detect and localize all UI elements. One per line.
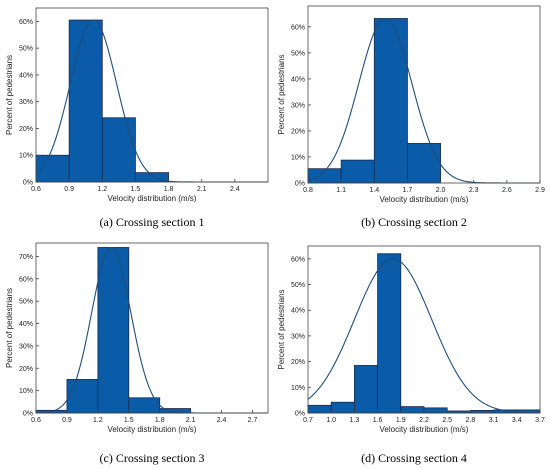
x-tick-label-d-4: 1.9 bbox=[396, 417, 406, 424]
x-tick-label-b-2: 1.4 bbox=[369, 187, 379, 194]
x-tick-label-c-5: 2.1 bbox=[186, 417, 196, 424]
x-tick-label-b-5: 2.3 bbox=[469, 187, 479, 194]
y-tick-label-c-2: 20% bbox=[19, 366, 33, 373]
bar-b-2 bbox=[373, 18, 408, 184]
y-tick-label-b-3: 30% bbox=[291, 102, 305, 109]
y-tick-label-c-1: 10% bbox=[19, 388, 33, 395]
y-tick-label-a-0: 0% bbox=[23, 180, 33, 187]
x-tick-label-a-3: 1.5 bbox=[131, 186, 141, 193]
x-tick-label-b-7: 2.9 bbox=[535, 187, 545, 194]
bar-d-1 bbox=[330, 401, 355, 414]
bar-a-1 bbox=[68, 19, 103, 183]
x-axis-label-d: Velocity distribution (m/s) bbox=[380, 425, 469, 434]
x-tick-label-c-2: 1.2 bbox=[93, 417, 103, 424]
x-tick-label-d-10: 3.7 bbox=[535, 417, 545, 424]
y-tick-label-c-5: 50% bbox=[19, 299, 33, 306]
plot-frame-b bbox=[307, 5, 541, 184]
bar-c-1 bbox=[66, 379, 99, 414]
x-tick-label-a-0: 0.6 bbox=[31, 186, 41, 193]
x-tick-label-b-1: 1.1 bbox=[336, 187, 346, 194]
y-tick-label-b-5: 50% bbox=[291, 50, 305, 57]
y-tick-label-d-1: 10% bbox=[291, 385, 305, 392]
y-tick-label-c-0: 0% bbox=[23, 411, 33, 418]
x-tick-label-d-1: 1.0 bbox=[326, 417, 336, 424]
plot-frame-d bbox=[307, 245, 541, 414]
x-tick-label-d-8: 3.1 bbox=[489, 417, 499, 424]
fit-curve-d bbox=[307, 258, 541, 414]
x-tick-label-b-6: 2.6 bbox=[502, 187, 512, 194]
x-tick-label-c-1: 0.9 bbox=[62, 417, 72, 424]
y-tick-label-a-2: 20% bbox=[19, 126, 33, 133]
x-tick-label-b-0: 0.8 bbox=[303, 187, 313, 194]
y-tick-label-b-0: 0% bbox=[295, 181, 305, 188]
x-tick-label-d-3: 1.6 bbox=[373, 417, 383, 424]
x-tick-label-d-9: 3.4 bbox=[512, 417, 522, 424]
chart-panel-c: 0% 10% 20% 30% 40% 50% 60% 70% 0.6 0.9 1.2 1.5 1.8 2.… bbox=[5, 242, 269, 434]
chart-panel-d: 0% 10% 20% 30% 40% 50% 60% 0.7 1.0 1.3 1.6 1.9 2.2 2.… bbox=[277, 245, 545, 434]
bar-d-2 bbox=[353, 365, 378, 414]
x-tick-label-d-6: 2.5 bbox=[442, 417, 452, 424]
caption-b: (b) Crossing section 2 bbox=[361, 215, 467, 229]
x-axis-label-c: Velocity distribution (m/s) bbox=[108, 425, 197, 434]
y-tick-label-c-6: 60% bbox=[19, 276, 33, 283]
y-tick-label-c-4: 40% bbox=[19, 321, 33, 328]
x-tick-label-d-2: 1.3 bbox=[350, 417, 360, 424]
bar-b-3 bbox=[407, 143, 441, 184]
x-tick-label-c-3: 1.5 bbox=[124, 417, 134, 424]
caption-d: (d) Crossing section 4 bbox=[361, 451, 467, 465]
y-tick-label-a-1: 10% bbox=[19, 153, 33, 160]
y-tick-label-c-7: 70% bbox=[19, 254, 33, 261]
y-tick-label-b-2: 20% bbox=[291, 128, 305, 135]
x-tick-label-a-2: 1.2 bbox=[97, 186, 107, 193]
y-axis-label-c: Percent of pedestrians bbox=[5, 288, 14, 368]
y-tick-label-d-4: 40% bbox=[291, 308, 305, 315]
y-tick-label-d-2: 20% bbox=[291, 359, 305, 366]
caption-c: (c) Crossing section 3 bbox=[100, 451, 205, 465]
y-tick-label-d-3: 30% bbox=[291, 333, 305, 340]
y-axis-label-b: Percent of pedestrians bbox=[277, 54, 286, 134]
x-tick-label-a-4: 1.8 bbox=[164, 186, 174, 193]
chart-panel-a: 0% 10% 20% 30% 40% 50% 60% 0.6 0.9 1.2 1.5 1.8 2.1 2.… bbox=[5, 7, 269, 203]
x-tick-label-a-1: 0.9 bbox=[64, 186, 74, 193]
y-tick-label-a-3: 30% bbox=[19, 99, 33, 106]
bar-d-4 bbox=[400, 406, 425, 414]
y-tick-label-d-5: 50% bbox=[291, 282, 305, 289]
bar-a-2 bbox=[101, 117, 136, 183]
x-tick-label-d-5: 2.2 bbox=[419, 417, 429, 424]
x-tick-label-c-4: 1.8 bbox=[155, 417, 165, 424]
x-tick-label-c-7: 2.7 bbox=[248, 417, 258, 424]
y-tick-label-b-1: 10% bbox=[291, 154, 305, 161]
x-tick-label-c-6: 2.4 bbox=[217, 417, 227, 424]
x-axis-label-b: Velocity distribution (m/s) bbox=[380, 195, 469, 204]
x-axis-label-a: Velocity distribution (m/s) bbox=[108, 194, 197, 203]
y-tick-label-d-0: 0% bbox=[295, 411, 305, 418]
bar-d-5 bbox=[423, 407, 448, 414]
y-axis-label-d: Percent of pedestrians bbox=[277, 289, 286, 369]
x-tick-label-b-4: 2.0 bbox=[436, 187, 446, 194]
plot-frame-a bbox=[35, 7, 269, 183]
x-tick-label-d-0: 0.7 bbox=[303, 417, 313, 424]
plot-frame-c bbox=[35, 242, 269, 414]
y-tick-label-a-6: 60% bbox=[19, 19, 33, 26]
x-tick-label-a-6: 2.4 bbox=[230, 186, 240, 193]
bar-d-3 bbox=[377, 253, 402, 414]
y-tick-label-a-5: 50% bbox=[19, 46, 33, 53]
y-axis-label-a: Percent of pedestrians bbox=[5, 55, 14, 135]
bar-d-0 bbox=[307, 404, 332, 414]
x-tick-label-b-3: 1.7 bbox=[403, 187, 413, 194]
y-tick-label-b-6: 60% bbox=[291, 24, 305, 31]
x-tick-label-d-7: 2.8 bbox=[466, 417, 476, 424]
bar-b-1 bbox=[340, 159, 375, 184]
caption-a: (a) Crossing section 1 bbox=[100, 215, 205, 229]
bar-c-2 bbox=[97, 247, 130, 414]
chart-panel-b: 0% 10% 20% 30% 40% 50% 60% 0.8 1.1 1.4 1.7 2.0 2.3 2.… bbox=[277, 5, 545, 204]
y-tick-label-b-4: 40% bbox=[291, 76, 305, 83]
y-tick-label-a-4: 40% bbox=[19, 72, 33, 79]
y-tick-label-c-3: 30% bbox=[19, 343, 33, 350]
y-tick-label-d-6: 60% bbox=[291, 256, 305, 263]
x-tick-label-a-5: 2.1 bbox=[197, 186, 207, 193]
x-tick-label-c-0: 0.6 bbox=[31, 417, 41, 424]
